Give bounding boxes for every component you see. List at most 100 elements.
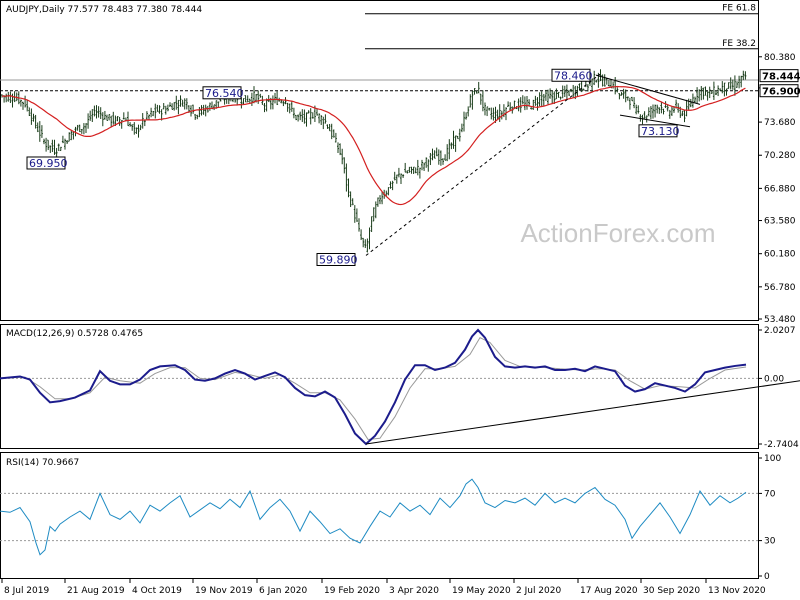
- ohlc-bar: [395, 174, 398, 184]
- price-ytick-label: 80.380: [764, 53, 796, 63]
- ohlc-bar: [534, 95, 537, 106]
- ohlc-bar: [425, 157, 428, 168]
- ohlc-bar: [38, 121, 41, 142]
- ohlc-bar: [246, 95, 249, 103]
- ohlc-bar: [715, 90, 717, 95]
- ohlc-bar: [341, 148, 344, 165]
- ohlc-bar: [719, 88, 722, 91]
- ohlc-bar: [379, 195, 381, 205]
- ohlc-bar: [192, 104, 195, 114]
- ohlc-bar: [353, 205, 356, 223]
- ohlc-bar: [591, 78, 594, 93]
- ohlc-bar: [324, 114, 327, 124]
- ohlc-bar: [366, 238, 369, 253]
- ohlc-bar: [36, 122, 39, 133]
- ohlc-bar: [106, 114, 108, 121]
- ohlc-bar: [160, 109, 163, 121]
- ohlc-bar: [274, 92, 276, 104]
- ohlc-bar: [316, 108, 318, 116]
- ohlc-bar: [698, 89, 701, 102]
- ohlc-bar: [292, 107, 295, 119]
- ohlc-bar: [481, 90, 484, 112]
- ohlc-bar: [55, 147, 58, 158]
- ohlc-bar: [523, 96, 526, 111]
- ohlc-bar: [626, 96, 629, 101]
- ohlc-bar: [712, 81, 715, 100]
- ohlc-bar: [74, 126, 77, 137]
- ohlc-bar: [614, 77, 617, 95]
- ohlc-bar: [148, 114, 150, 120]
- ohlc-bar: [181, 99, 184, 107]
- ohlc-bar: [49, 145, 52, 153]
- ohlc-bar: [465, 112, 468, 120]
- ohlc-bar: [683, 110, 686, 123]
- ohlc-bar: [250, 92, 253, 106]
- ohlc-bar: [582, 88, 585, 91]
- ohlc-bar: [435, 147, 438, 157]
- ohlc-bar: [456, 135, 459, 140]
- falling-trendline: [595, 74, 701, 105]
- ohlc-bar: [343, 157, 346, 174]
- ohlc-bar: [704, 86, 707, 96]
- ohlc-bar: [32, 113, 35, 122]
- ohlc-bar: [513, 100, 516, 109]
- ohlc-bar: [265, 98, 268, 112]
- ohlc-bar: [259, 93, 262, 98]
- ohlc-bar: [685, 99, 688, 117]
- current-value-label: 78.444: [762, 72, 800, 83]
- ohlc-bar: [736, 81, 738, 88]
- x-tick-label: 6 Jan 2020: [259, 586, 307, 596]
- ohlc-bar: [85, 123, 87, 134]
- ohlc-bar: [82, 123, 85, 135]
- current-value-badge: 78.444: [759, 69, 800, 83]
- ohlc-bar: [183, 98, 186, 110]
- ohlc-bar: [330, 123, 333, 140]
- ohlc-bar: [288, 103, 291, 114]
- annotation-label: 73.130: [641, 125, 680, 138]
- ohlc-bar: [112, 111, 115, 125]
- ohlc-bar: [297, 114, 300, 122]
- ohlc-bar: [154, 103, 157, 119]
- ohlc-bar: [213, 104, 216, 111]
- fib-label: FE 38.2: [722, 39, 756, 49]
- ohlc-bar: [618, 93, 621, 100]
- ohlc-bar: [97, 106, 100, 118]
- price-ytick-label: 70.280: [764, 151, 796, 161]
- ohlc-bar: [624, 89, 627, 103]
- ohlc-bar: [484, 102, 486, 116]
- ohlc-bar: [647, 107, 650, 117]
- ohlc-bar: [744, 71, 747, 80]
- ohlc-bar: [345, 163, 348, 192]
- ohlc-bar: [521, 95, 524, 105]
- ohlc-bar: [717, 85, 720, 97]
- ohlc-bar: [5, 93, 8, 103]
- x-tick-label: 19 Feb 2020: [324, 586, 380, 596]
- ohlc-bar: [322, 116, 325, 130]
- ohlc-bar: [19, 99, 22, 107]
- annotation-label: 69.950: [29, 157, 68, 170]
- ohlc-bar: [431, 148, 434, 161]
- price-ytick-label: 73.680: [764, 118, 796, 128]
- ohlc-bar: [364, 239, 367, 249]
- ohlc-bar: [555, 88, 558, 100]
- ohlc-bar: [196, 114, 199, 120]
- ohlc-bar: [467, 106, 470, 117]
- ohlc-bar: [519, 97, 522, 113]
- ohlc-bar: [442, 158, 444, 165]
- ohlc-bar: [24, 95, 27, 108]
- price-annotation: 59.890: [316, 252, 358, 266]
- ohlc-bar: [257, 90, 260, 104]
- price-ytick-label: 56.780: [764, 283, 796, 293]
- ohlc-bar: [95, 105, 98, 119]
- ohlc-bar: [282, 100, 285, 107]
- ohlc-bar: [439, 150, 442, 166]
- rsi-title: RSI(14) 70.9667: [6, 458, 79, 468]
- ohlc-bar: [253, 86, 255, 104]
- ohlc-bar: [654, 104, 657, 118]
- rsi-line: [0, 478, 747, 556]
- ohlc-bar: [89, 110, 92, 121]
- ohlc-bar: [381, 191, 384, 205]
- ohlc-bar: [334, 132, 337, 143]
- ohlc-bar: [580, 80, 583, 93]
